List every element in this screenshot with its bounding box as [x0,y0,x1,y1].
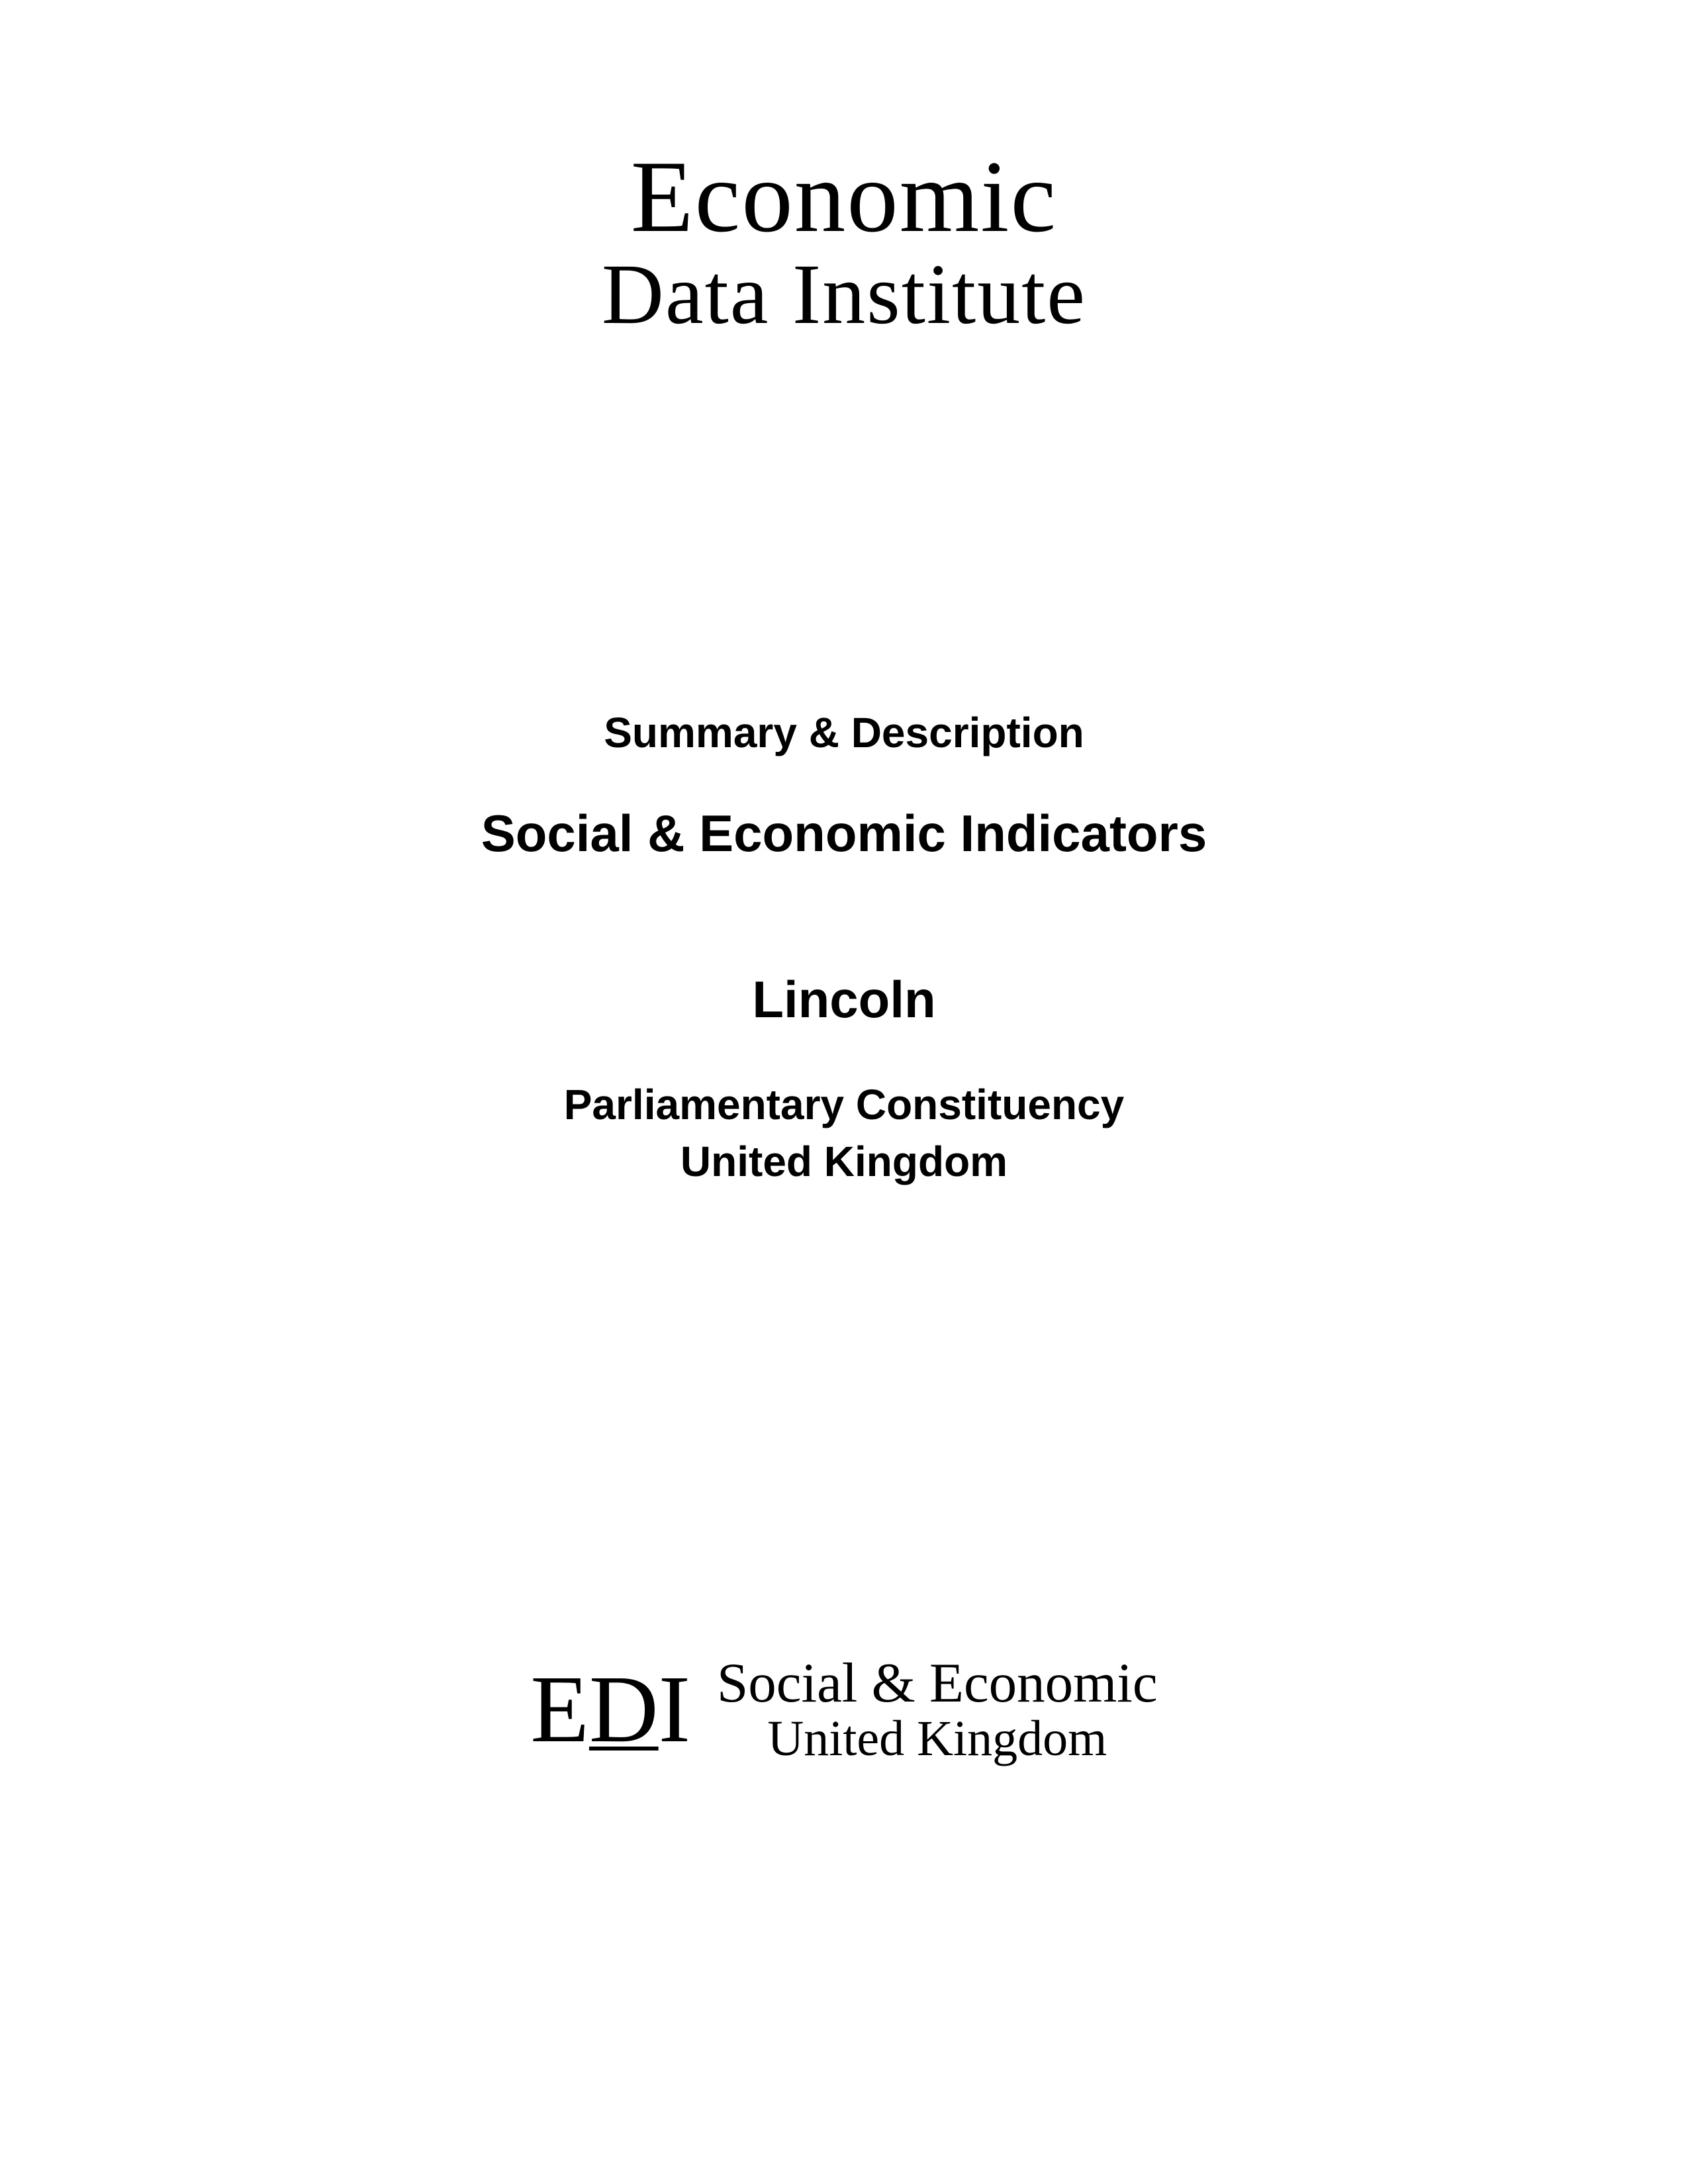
logo-top-line2: Data Institute [602,251,1086,338]
edi-letter-e: E [530,1655,589,1764]
edi-letter-i: I [659,1655,690,1764]
subtitle-line1: Parliamentary Constituency [481,1076,1207,1133]
logo-bottom-text: Social & Economic United Kingdom [717,1654,1158,1766]
subtitle-block: Parliamentary Constituency United Kingdo… [481,1076,1207,1191]
logo-top: Economic Data Institute [602,146,1086,338]
document-title: Social & Economic Indicators [481,803,1207,864]
logo-bottom: EDI Social & Economic United Kingdom [530,1654,1157,1766]
summary-description-label: Summary & Description [481,708,1207,757]
location-name: Lincoln [481,970,1207,1030]
edi-abbreviation: EDI [530,1655,690,1764]
logo-bottom-line2: United Kingdom [717,1713,1158,1766]
content-block: Summary & Description Social & Economic … [481,708,1207,1191]
logo-top-line1: Economic [602,146,1086,248]
document-page: Economic Data Institute Summary & Descri… [0,0,1688,2184]
logo-bottom-line1: Social & Economic [717,1654,1158,1713]
subtitle-line2: United Kingdom [481,1133,1207,1190]
edi-letter-d: D [589,1655,659,1764]
